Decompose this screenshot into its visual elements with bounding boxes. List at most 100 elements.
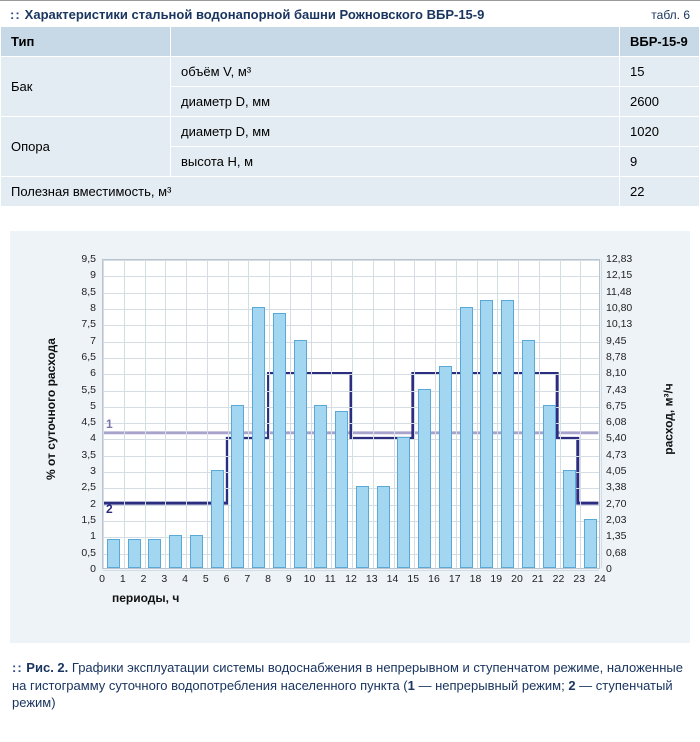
caption-l2: 2 <box>568 678 575 693</box>
caption-prefix: Рис. 2. <box>26 660 68 675</box>
y-right-tick: 9,45 <box>606 335 656 347</box>
gridline-v <box>290 260 291 568</box>
y-left-tick: 0 <box>46 563 96 575</box>
y-left-tick: 7,5 <box>46 318 96 330</box>
x-tick: 17 <box>445 573 465 585</box>
y-right-tick: 10,80 <box>606 302 656 314</box>
x-tick: 6 <box>217 573 237 585</box>
legend-2: 2 <box>106 502 113 516</box>
chart-bar <box>211 470 224 568</box>
spec-table: Тип ВБР-15-9 Бак объём V, м³ 15 диаметр … <box>0 26 700 207</box>
x-axis-label: периоды, ч <box>112 591 179 605</box>
head-spacer <box>171 27 620 57</box>
title-bullets: :: <box>10 7 21 22</box>
chart-bar <box>460 307 473 568</box>
y-right-tick: 10,13 <box>606 318 656 330</box>
gridline-v <box>601 260 602 568</box>
x-tick: 7 <box>237 573 257 585</box>
caption-l1t: — непрерывный режим; <box>415 678 568 693</box>
gridline-v <box>560 260 561 568</box>
y-left-tick: 4 <box>46 432 96 444</box>
x-tick: 14 <box>383 573 403 585</box>
y-right-tick: 11,48 <box>606 286 656 298</box>
gridline-v <box>497 260 498 568</box>
chart-bar <box>314 405 327 568</box>
row-param: диаметр D, мм <box>171 117 620 147</box>
y-right-tick: 4,05 <box>606 465 656 477</box>
chart-bar <box>480 300 493 568</box>
y-right-tick: 2,03 <box>606 514 656 526</box>
gridline-v <box>435 260 436 568</box>
y-right-tick: 6,75 <box>606 400 656 412</box>
y-left-tick: 7 <box>46 335 96 347</box>
x-tick: 21 <box>528 573 548 585</box>
row-param: Полезная вместимость, м³ <box>1 177 620 207</box>
table-title: Характеристики стальной водонапорной баш… <box>25 7 652 22</box>
y-left-tick: 8 <box>46 302 96 314</box>
chart-bar <box>128 539 141 568</box>
x-tick: 19 <box>486 573 506 585</box>
table-row: Бак объём V, м³ 15 <box>1 57 700 87</box>
y-right-tick: 3,38 <box>606 481 656 493</box>
x-tick: 0 <box>92 573 112 585</box>
x-tick: 24 <box>590 573 610 585</box>
gridline-v <box>145 260 146 568</box>
y-left-tick: 2 <box>46 498 96 510</box>
x-tick: 4 <box>175 573 195 585</box>
table-head-row: Тип ВБР-15-9 <box>1 27 700 57</box>
x-tick: 3 <box>154 573 174 585</box>
y-left-tick: 8,5 <box>46 286 96 298</box>
y-right-tick: 0 <box>606 563 656 575</box>
gridline-v <box>352 260 353 568</box>
chart-bar <box>169 535 182 568</box>
chart-bar <box>273 313 286 568</box>
y-right-tick: 0,68 <box>606 547 656 559</box>
chart-bar <box>584 519 597 568</box>
chart-bar <box>294 340 307 568</box>
caption-l1: 1 <box>408 678 415 693</box>
y-left-tick: 2,5 <box>46 481 96 493</box>
gridline-v <box>580 260 581 568</box>
gridline-h <box>103 293 599 294</box>
gridline-v <box>518 260 519 568</box>
y-right-tick: 8,78 <box>606 351 656 363</box>
y-left-tick: 5 <box>46 400 96 412</box>
y-right-tick: 7,43 <box>606 384 656 396</box>
y-right-tick: 12,15 <box>606 269 656 281</box>
chart-bar <box>543 405 556 568</box>
gridline-h <box>103 570 599 571</box>
chart-bar <box>148 539 161 568</box>
y-left-tick: 3 <box>46 465 96 477</box>
chart-bar <box>190 535 203 568</box>
chart-plot <box>102 259 600 569</box>
x-tick: 12 <box>341 573 361 585</box>
x-tick: 9 <box>279 573 299 585</box>
x-tick: 11 <box>320 573 340 585</box>
y-left-tick: 4,5 <box>46 416 96 428</box>
y-left-tick: 1 <box>46 530 96 542</box>
y-right-label: расход, м³/ч <box>662 383 676 455</box>
row-param: высота H, м <box>171 147 620 177</box>
gridline-v <box>228 260 229 568</box>
chart-bar <box>501 300 514 568</box>
chart-bar <box>397 437 410 568</box>
x-tick: 10 <box>300 573 320 585</box>
y-right-tick: 6,08 <box>606 416 656 428</box>
gridline-v <box>269 260 270 568</box>
x-tick: 20 <box>507 573 527 585</box>
gridline-v <box>477 260 478 568</box>
chart-inner: % от суточного расхода расход, м³/ч пери… <box>30 249 670 629</box>
y-left-tick: 0,5 <box>46 547 96 559</box>
chart-bar <box>522 340 535 568</box>
gridline-v <box>207 260 208 568</box>
chart-panel: % от суточного расхода расход, м³/ч пери… <box>10 231 690 643</box>
y-left-tick: 3,5 <box>46 449 96 461</box>
y-left-tick: 6 <box>46 367 96 379</box>
figure-caption: :: Рис. 2. Графики эксплуатации системы … <box>0 651 700 724</box>
gridline-h <box>103 325 599 326</box>
row-val: 15 <box>620 57 700 87</box>
gridline-h <box>103 260 599 261</box>
chart-bar <box>356 486 369 568</box>
x-tick: 22 <box>549 573 569 585</box>
y-right-tick: 12,83 <box>606 253 656 265</box>
